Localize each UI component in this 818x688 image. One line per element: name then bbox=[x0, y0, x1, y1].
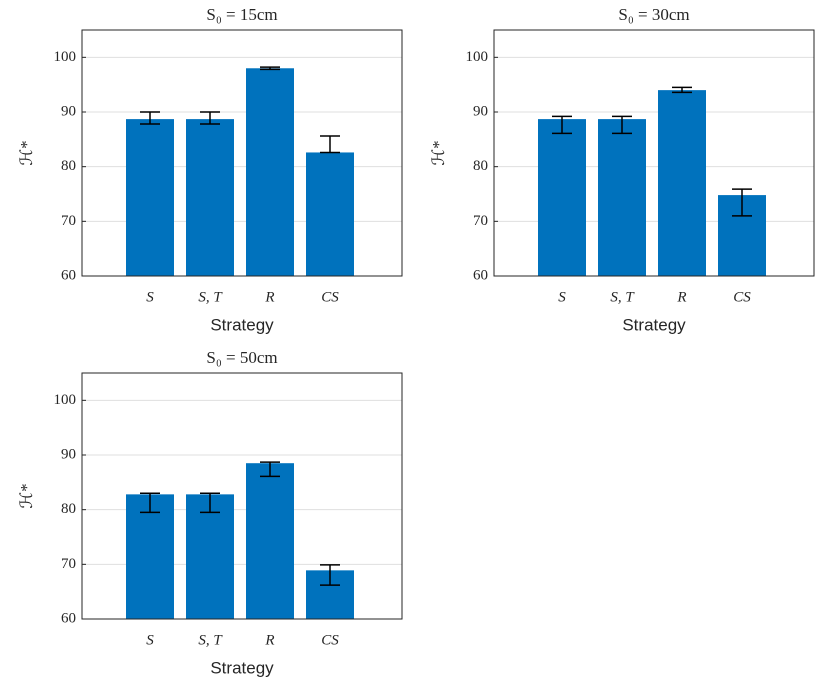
bar bbox=[306, 152, 354, 276]
y-tick-label: 70 bbox=[61, 556, 76, 572]
x-tick-label: CS bbox=[733, 289, 751, 305]
x-tick-label: S bbox=[146, 632, 154, 648]
x-axis-label: Strategy bbox=[210, 658, 274, 677]
error-bar bbox=[612, 115, 632, 135]
bar bbox=[598, 119, 646, 277]
axes-box bbox=[493, 29, 815, 277]
bar bbox=[186, 494, 234, 619]
y-axis-label: ℋ* bbox=[17, 140, 36, 165]
bar bbox=[538, 119, 586, 277]
bar bbox=[246, 463, 294, 619]
error-bar bbox=[200, 492, 220, 514]
y-tick-label: 60 bbox=[61, 267, 76, 283]
y-tick-label: 80 bbox=[61, 158, 76, 174]
error-bar bbox=[200, 111, 220, 125]
y-axis-label: ℋ* bbox=[429, 140, 448, 165]
y-tick-label: 90 bbox=[473, 103, 488, 119]
y-axis-label: ℋ* bbox=[17, 483, 36, 508]
x-tick-label: S, T bbox=[610, 289, 635, 305]
x-tick-label: S bbox=[558, 289, 566, 305]
y-tick-label: 90 bbox=[61, 446, 76, 462]
bar bbox=[126, 494, 174, 619]
y-tick-label: 60 bbox=[473, 267, 488, 283]
y-tick-label: 100 bbox=[54, 392, 77, 408]
x-tick-label: R bbox=[676, 289, 686, 305]
error-bar bbox=[140, 111, 160, 125]
error-bar bbox=[320, 135, 340, 154]
axes-box bbox=[81, 372, 403, 620]
y-tick-label: 70 bbox=[473, 213, 488, 229]
bar bbox=[126, 119, 174, 277]
y-tick-label: 100 bbox=[54, 49, 77, 65]
chart-title: S₀ = 50cm bbox=[206, 348, 277, 367]
x-tick-label: R bbox=[264, 632, 274, 648]
error-bar bbox=[140, 492, 160, 514]
bar bbox=[246, 68, 294, 277]
y-tick-label: 80 bbox=[473, 158, 488, 174]
axes-box bbox=[81, 29, 403, 277]
x-tick-label: R bbox=[264, 289, 274, 305]
bar bbox=[186, 119, 234, 277]
x-tick-label: CS bbox=[321, 632, 339, 648]
x-axis-label: Strategy bbox=[210, 315, 274, 334]
error-bar bbox=[732, 188, 752, 217]
x-axis-label: Strategy bbox=[622, 315, 686, 334]
error-bar bbox=[260, 66, 280, 71]
error-bar bbox=[552, 115, 572, 135]
x-tick-label: S, T bbox=[198, 632, 223, 648]
x-tick-label: S bbox=[146, 289, 154, 305]
y-tick-label: 60 bbox=[61, 610, 76, 626]
y-tick-label: 70 bbox=[61, 213, 76, 229]
chart-title: S₀ = 15cm bbox=[206, 5, 277, 24]
y-tick-label: 100 bbox=[466, 49, 489, 65]
y-tick-label: 80 bbox=[61, 501, 76, 517]
error-bar bbox=[320, 564, 340, 586]
x-tick-label: CS bbox=[321, 289, 339, 305]
error-bar bbox=[260, 461, 280, 478]
chart-title: S₀ = 30cm bbox=[618, 5, 689, 24]
error-bar bbox=[672, 86, 692, 94]
bar bbox=[658, 90, 706, 276]
y-tick-label: 90 bbox=[61, 103, 76, 119]
x-tick-label: S, T bbox=[198, 289, 223, 305]
